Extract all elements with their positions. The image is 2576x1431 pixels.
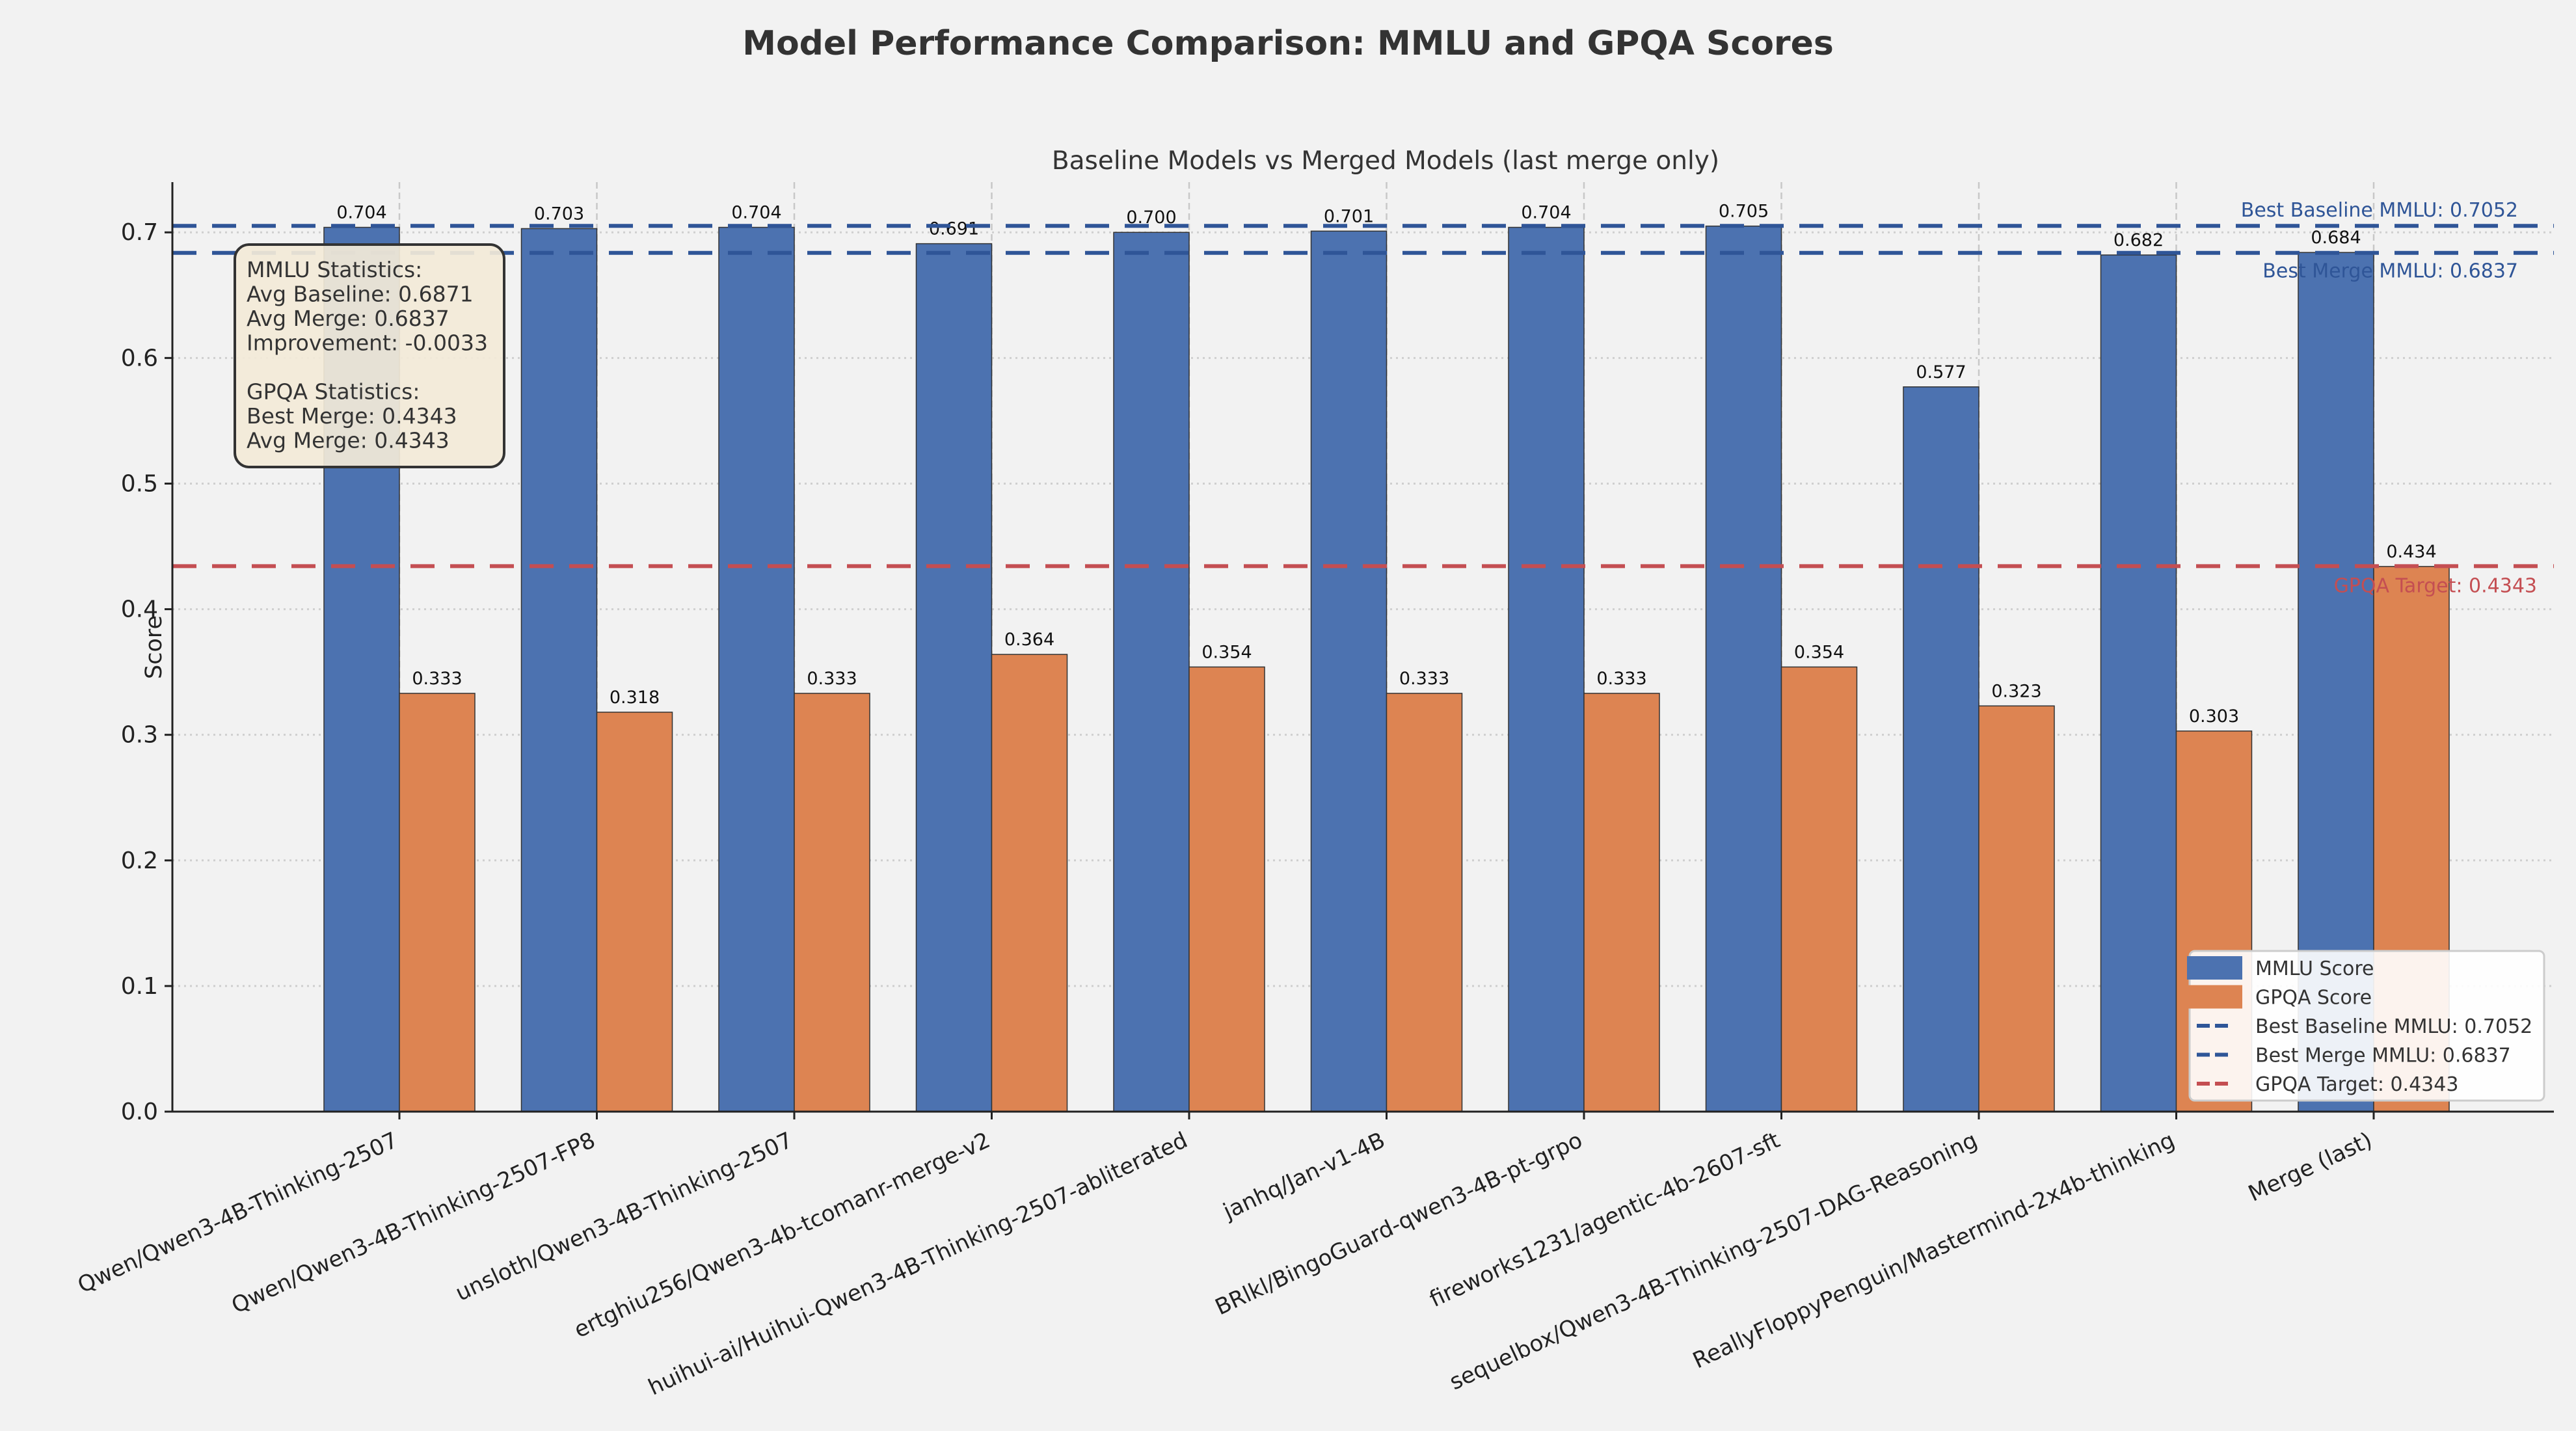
bar-value-label: 0.705 (1719, 202, 1769, 222)
y-tick-label: 0.4 (121, 596, 158, 623)
bar-gpqa (1386, 693, 1463, 1112)
statistics-box-frame (234, 243, 505, 468)
bar-value-label: 0.303 (2189, 706, 2239, 727)
statistics-line: Avg Merge: 0.6837 (247, 306, 449, 331)
statistics-line: Improvement: -0.0033 (247, 330, 488, 356)
bar-value-label: 0.704 (1521, 203, 1571, 223)
y-tick-label: 0.7 (121, 219, 158, 246)
bar-gpqa (1780, 666, 1858, 1112)
y-tick-label: 0.0 (121, 1099, 158, 1125)
bar-value-label: 0.701 (1324, 206, 1374, 226)
bar-value-label: 0.684 (2311, 228, 2361, 248)
bar-value-label: 0.323 (1991, 681, 2041, 701)
bar-value-label: 0.333 (412, 669, 462, 689)
bar-gpqa (399, 693, 476, 1112)
legend-label: GPQA Target: 0.4343 (2255, 1073, 2458, 1096)
reference-line-label: Best Merge MMLU: 0.6837 (2262, 260, 2518, 283)
y-tick-label: 0.2 (121, 848, 158, 874)
bar-mmlu (1113, 232, 1190, 1112)
bar-value-label: 0.354 (1201, 642, 1252, 662)
legend-label: MMLU Score (2255, 957, 2374, 980)
bar-value-label: 0.333 (1596, 669, 1646, 689)
bar-gpqa (1188, 666, 1265, 1112)
bar-value-label: 0.704 (336, 203, 386, 223)
bar-mmlu (520, 228, 598, 1112)
statistics-line: Avg Baseline: 0.6871 (247, 282, 474, 307)
statistics-box: MMLU Statistics:Avg Baseline: 0.6871Avg … (234, 243, 505, 468)
legend: MMLU Score GPQA Score Best Baseline MMLU: … (2187, 950, 2545, 1102)
chart-title: Model Performance Comparison: MMLU and G… (742, 24, 1834, 63)
y-tick-label: 0.5 (121, 470, 158, 497)
y-axis-label: Score (141, 615, 167, 679)
reference-line-label: GPQA Target: 0.4343 (2334, 574, 2537, 597)
bar-value-label: 0.577 (1916, 362, 1966, 382)
bar-mmlu (1705, 225, 1782, 1112)
bar-value-label: 0.704 (731, 203, 781, 223)
legend-label: Best Baseline MMLU: 0.7052 (2255, 1015, 2532, 1038)
legend-label: Best Merge MMLU: 0.6837 (2255, 1045, 2511, 1067)
bar-value-label: 0.434 (2386, 542, 2436, 562)
bar-mmlu (718, 226, 795, 1112)
bar-gpqa (794, 693, 870, 1112)
bar-value-label: 0.364 (1004, 630, 1054, 650)
bar-gpqa (1978, 705, 2055, 1112)
bar-mmlu (915, 243, 993, 1112)
statistics-line: MMLU Statistics: (247, 257, 422, 282)
statistics-line: Avg Merge: 0.4343 (247, 428, 449, 453)
bar-value-label: 0.318 (610, 688, 660, 708)
bar-gpqa (991, 654, 1068, 1112)
bar-gpqa (596, 712, 673, 1112)
bar-value-label: 0.691 (929, 219, 979, 239)
legend-label: GPQA Score (2255, 987, 2372, 1010)
chart-subtitle: Baseline Models vs Merged Models (last m… (1052, 146, 1719, 176)
bar-value-label: 0.333 (807, 669, 857, 689)
reference-line-label: Best Baseline MMLU: 0.7052 (2241, 199, 2518, 222)
statistics-line: Best Merge: 0.4343 (247, 403, 457, 429)
legend-swatch (2187, 956, 2242, 980)
bar-value-label: 0.703 (534, 204, 584, 224)
y-tick-label: 0.3 (121, 722, 158, 749)
bar-gpqa (1583, 693, 1660, 1112)
reference-lines: Best Baseline MMLU: 0.7052 Best Merge MML… (172, 199, 2554, 597)
y-tick-label: 0.1 (121, 973, 158, 1000)
y-tick-label: 0.6 (121, 345, 158, 371)
legend-swatch (2187, 985, 2242, 1009)
statistics-line: GPQA Statistics: (247, 379, 420, 405)
legend-frame (2188, 950, 2545, 1102)
bar-mmlu (1903, 386, 1979, 1112)
axes: 0.0 0.1 0.2 0.3 0.4 0.5 0.6 0.7 (121, 182, 2554, 1125)
bar-mmlu (1310, 230, 1388, 1112)
bar-mmlu (1508, 226, 1585, 1112)
bar-mmlu (2100, 254, 2177, 1112)
bar-value-label: 0.682 (2113, 230, 2164, 250)
bar-value-label: 0.333 (1399, 669, 1449, 689)
bar-value-label: 0.354 (1794, 642, 1844, 662)
